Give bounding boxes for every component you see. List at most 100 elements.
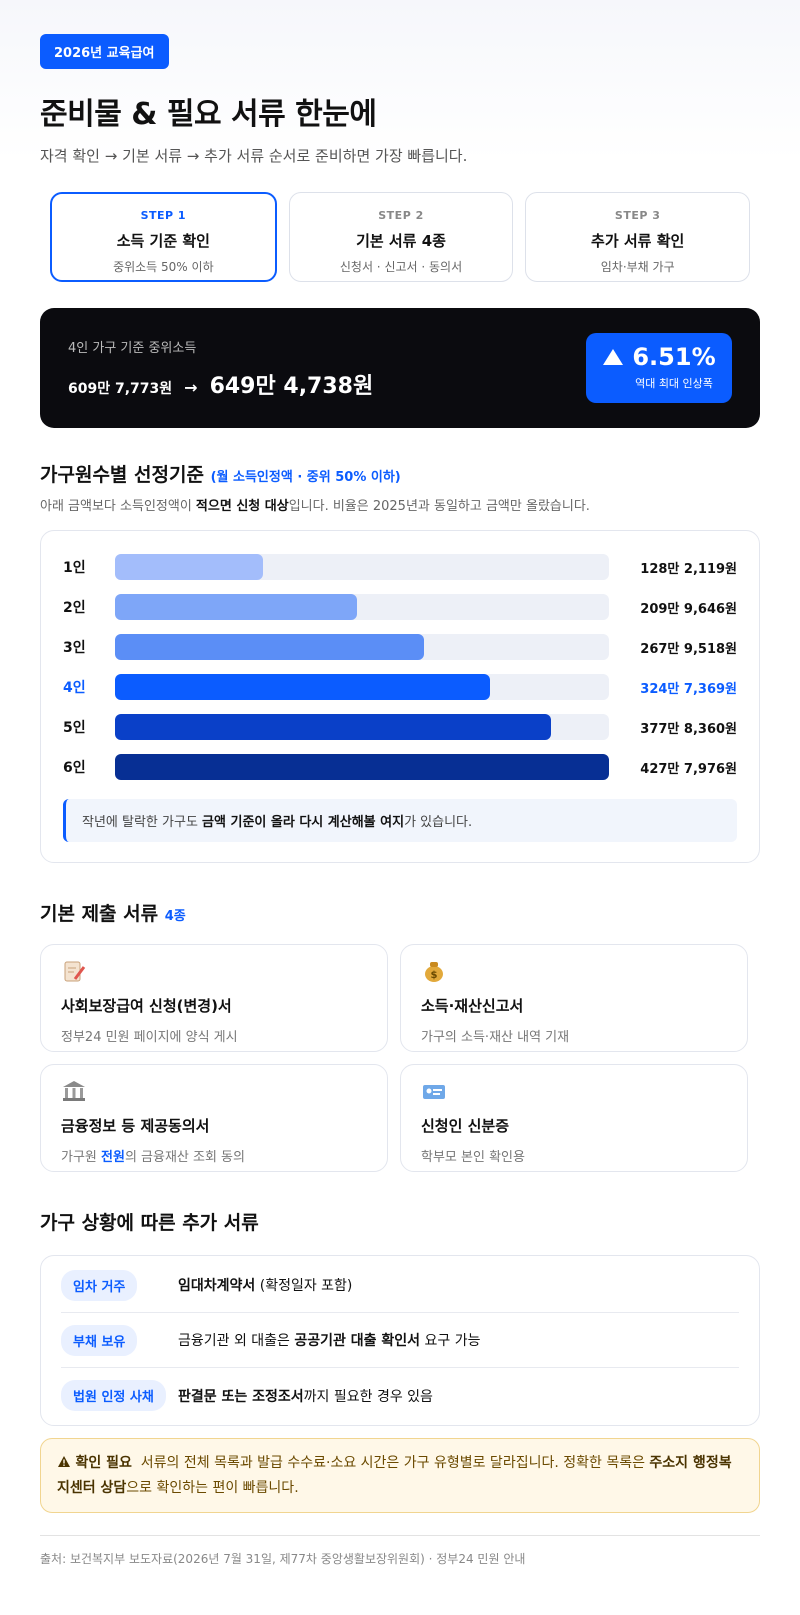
extra-card: 임차 거주 임대차계약서 (확정일자 포함) 부채 보유 금융기관 외 대출은 … xyxy=(40,1255,760,1426)
tag: 임차 거주 xyxy=(61,1269,138,1301)
bar-track xyxy=(115,754,609,780)
bar xyxy=(115,594,358,620)
bar xyxy=(115,754,609,780)
section-title: 가구원수별 선정기준 (월 소득인정액 · 중위 50% 이하) xyxy=(40,460,760,487)
extra-row: 부채 보유 금융기관 외 대출은 공공기관 대출 확인서 요구 가능 xyxy=(61,1313,739,1368)
value-label: 209만 9,646원 xyxy=(640,601,737,617)
bar-row: 3인 267만 9,518원 xyxy=(63,627,737,667)
bar-row: 2인 209만 9,646원 xyxy=(63,587,737,627)
text-bold: 임대차계약서 xyxy=(178,1278,256,1294)
step-label: STEP 2 xyxy=(378,209,424,222)
text: 금융기관 외 대출은 xyxy=(178,1333,295,1349)
bar-track xyxy=(115,634,609,660)
text: 까지 필요한 경우 있음 xyxy=(303,1388,433,1405)
docs-grid: 사회보장급여 신청(변경)서 정부24 민원 페이지에 양식 게시 $ 소득·재… xyxy=(40,944,760,1172)
section-title: 가구 상황에 따른 추가 서류 xyxy=(40,1212,259,1234)
change-value: 6.51% xyxy=(632,343,716,371)
chart-note: 작년에 탈락한 가구도 금액 기준이 올라 다시 계산해볼 여지가 있습니다. xyxy=(63,799,737,842)
extra-text: 금융기관 외 대출은 공공기관 대출 확인서 요구 가능 xyxy=(178,1330,480,1350)
step-card: STEP 3 추가 서류 확인 임차·부채 가구 xyxy=(525,192,751,282)
category-label: 1인 xyxy=(63,560,86,576)
doc-desc: 가구원 전원의 금융재산 조회 동의 xyxy=(61,1146,367,1165)
doc-card: 금융정보 등 제공동의서 가구원 전원의 금융재산 조회 동의 xyxy=(40,1064,388,1172)
step-label: STEP 3 xyxy=(614,209,661,222)
basic-docs-section: 기본 제출 서류 4종 사회보장급여 신청(변경)서 정부24 민원 페이지에 … xyxy=(40,899,760,1172)
extra-row: 임차 거주 임대차계약서 (확정일자 포함) xyxy=(61,1258,739,1313)
tag: 부채 보유 xyxy=(61,1324,138,1356)
text: 작년에 탈락한 가구도 xyxy=(82,815,203,830)
doc-title: 신청인 신분증 xyxy=(421,1117,510,1135)
bar xyxy=(115,714,552,740)
category-label: 6인 xyxy=(63,760,86,776)
income-after: 649만 4,738원 xyxy=(209,373,374,399)
text-bold: 공공기관 대출 확인서 xyxy=(294,1333,421,1349)
text-bold: 주소지 행정복지센터 상담 xyxy=(57,1455,732,1496)
bar-row: 1인 128만 2,119원 xyxy=(63,547,737,587)
category-label: 5인 xyxy=(63,720,86,736)
footer: 출처: 보건복지부 보도자료(2026년 7월 31일, 제77차 중앙생활보장… xyxy=(40,1535,760,1567)
bar-track xyxy=(115,594,609,620)
income-arrow: → xyxy=(184,377,198,397)
id-icon xyxy=(423,1085,445,1099)
extra-text: 임대차계약서 (확정일자 포함) xyxy=(178,1275,352,1295)
tag-wrap: 법원 인정 사채 xyxy=(61,1380,178,1411)
doc-card: 신청인 신분증 학부모 본인 확인용 xyxy=(400,1064,748,1172)
extra-docs-section: 가구 상황에 따른 추가 서류 임차 거주 임대차계약서 (확정일자 포함) 부… xyxy=(40,1208,760,1567)
warning-box: 확인 필요 서류의 전체 목록과 발급 수수료·소요 시간은 가구 유형별로 달… xyxy=(40,1438,760,1513)
docs-count: 4종 xyxy=(164,909,186,924)
chart-card: 1인 128만 2,119원 2인 209만 9,646원 3인 267만 9,518원 4… xyxy=(40,530,760,863)
doc-title: 사회보장급여 신청(변경)서 xyxy=(61,997,232,1015)
step-card: STEP 1 소득 기준 확인 중위소득 50% 이하 xyxy=(50,192,277,282)
value-label: 324만 7,369원 xyxy=(640,681,737,697)
step-title: 기본 서류 4종 xyxy=(356,232,446,250)
income-info: 4인 가구 기준 중위소득 609만 7,773원 → 649만 4,738원 xyxy=(68,337,373,400)
section-title: 기본 제출 서류 4종 xyxy=(40,899,760,926)
step-label: STEP 1 xyxy=(140,209,187,222)
svg-text:$: $ xyxy=(431,970,438,981)
money-icon: $ xyxy=(425,962,443,982)
bar xyxy=(115,674,490,700)
tag-wrap: 임차 거주 xyxy=(61,1269,178,1301)
step-card: STEP 2 기본 서류 4종 신청서 · 신고서 · 동의서 xyxy=(288,192,514,282)
step-desc: 중위소득 50% 이하 xyxy=(113,260,214,274)
income-before: 609만 7,773원 xyxy=(68,380,173,397)
chart-title: 가구원수별 선정기준 xyxy=(40,464,204,486)
doc-desc: 학부모 본인 확인용 xyxy=(421,1150,525,1165)
category-label: 3인 xyxy=(63,640,86,656)
doc-title: 소득·재산신고서 xyxy=(421,997,524,1015)
docs-title: 기본 제출 서류 xyxy=(40,903,159,925)
text: 입니다. 비율은 2025년과 동일하고 금액만 올랐습니다. xyxy=(288,499,590,514)
text: 가구원 xyxy=(61,1150,102,1165)
text: 으로 확인하는 편이 빠릅니다. xyxy=(126,1479,299,1496)
bar xyxy=(115,634,425,660)
income-label: 4인 가구 기준 중위소득 xyxy=(68,340,197,356)
value-label: 377만 8,360원 xyxy=(640,721,737,737)
value-label: 128만 2,119원 xyxy=(640,561,737,577)
doc-icon xyxy=(64,961,86,982)
tag: 법원 인정 사채 xyxy=(61,1380,166,1411)
doc-card: $ 소득·재산신고서 가구의 소득·재산 내역 기재 xyxy=(400,944,748,1052)
criteria-section: 가구원수별 선정기준 (월 소득인정액 · 중위 50% 이하) 아래 금액보다… xyxy=(40,460,760,863)
badge: 2026년 교육급여 xyxy=(40,34,169,69)
bar xyxy=(115,554,264,580)
bar-track xyxy=(115,674,609,700)
bar-track xyxy=(115,554,609,580)
bank-icon xyxy=(63,1081,85,1101)
step-desc: 임차·부채 가구 xyxy=(600,260,675,274)
doc-desc: 정부24 민원 페이지에 양식 게시 xyxy=(61,1030,238,1045)
text: 가 있습니다. xyxy=(404,815,473,830)
text: 아래 금액보다 소득인정액이 xyxy=(40,499,196,514)
change-box: 6.51% 역대 최대 인상폭 xyxy=(586,333,732,403)
text: 요구 가능 xyxy=(420,1333,481,1349)
bar-row: 6인 427만 7,976원 xyxy=(63,747,737,787)
text: 의 금융재산 조회 동의 xyxy=(124,1150,245,1165)
warning-icon xyxy=(58,1456,70,1467)
up-triangle xyxy=(603,349,624,365)
chart-rows: 1인 128만 2,119원 2인 209만 9,646원 3인 267만 9,518원 4… xyxy=(63,547,737,787)
page-title: 준비물 & 필요 서류 한눈에 xyxy=(40,97,377,132)
text: (확정일자 포함) xyxy=(255,1278,353,1294)
text-bold: 적으면 신청 대상 xyxy=(195,499,289,514)
bar-row: 4인 324만 7,369원 xyxy=(63,667,737,707)
step-desc: 신청서 · 신고서 · 동의서 xyxy=(339,260,463,274)
tag-wrap: 부채 보유 xyxy=(61,1324,178,1356)
